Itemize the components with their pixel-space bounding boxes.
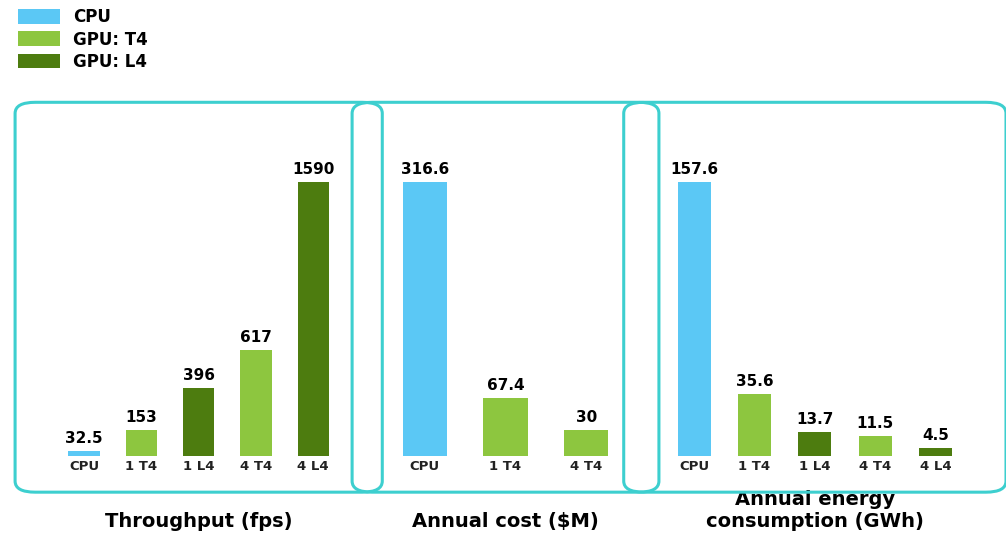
Text: 11.5: 11.5 (856, 416, 893, 431)
Text: 617: 617 (240, 330, 272, 345)
Bar (240, 350, 272, 456)
Bar (799, 432, 831, 456)
Bar (738, 394, 772, 456)
Legend: CPU, GPU: T4, GPU: L4: CPU, GPU: T4, GPU: L4 (18, 8, 148, 71)
Text: 30: 30 (575, 410, 597, 425)
Bar (483, 398, 528, 456)
Text: 157.6: 157.6 (670, 162, 718, 177)
Text: Throughput (fps): Throughput (fps) (105, 512, 293, 531)
Bar (918, 448, 952, 456)
Bar (564, 430, 609, 456)
Bar (298, 182, 329, 456)
Text: 32.5: 32.5 (65, 431, 103, 446)
Text: 35.6: 35.6 (735, 374, 774, 389)
Bar (858, 436, 891, 456)
Bar (678, 182, 711, 456)
Text: 13.7: 13.7 (796, 413, 834, 427)
Text: 4.5: 4.5 (923, 429, 949, 444)
Text: Annual energy
consumption (GWh): Annual energy consumption (GWh) (706, 490, 924, 531)
Bar (68, 451, 100, 456)
Bar (183, 388, 214, 456)
Text: 67.4: 67.4 (487, 378, 524, 393)
Text: Annual cost ($M): Annual cost ($M) (412, 512, 599, 531)
Text: 1590: 1590 (292, 162, 334, 177)
Bar (126, 430, 157, 456)
Text: 153: 153 (126, 410, 157, 425)
Text: 396: 396 (183, 368, 214, 383)
Text: 316.6: 316.6 (400, 162, 449, 177)
Bar (402, 182, 447, 456)
